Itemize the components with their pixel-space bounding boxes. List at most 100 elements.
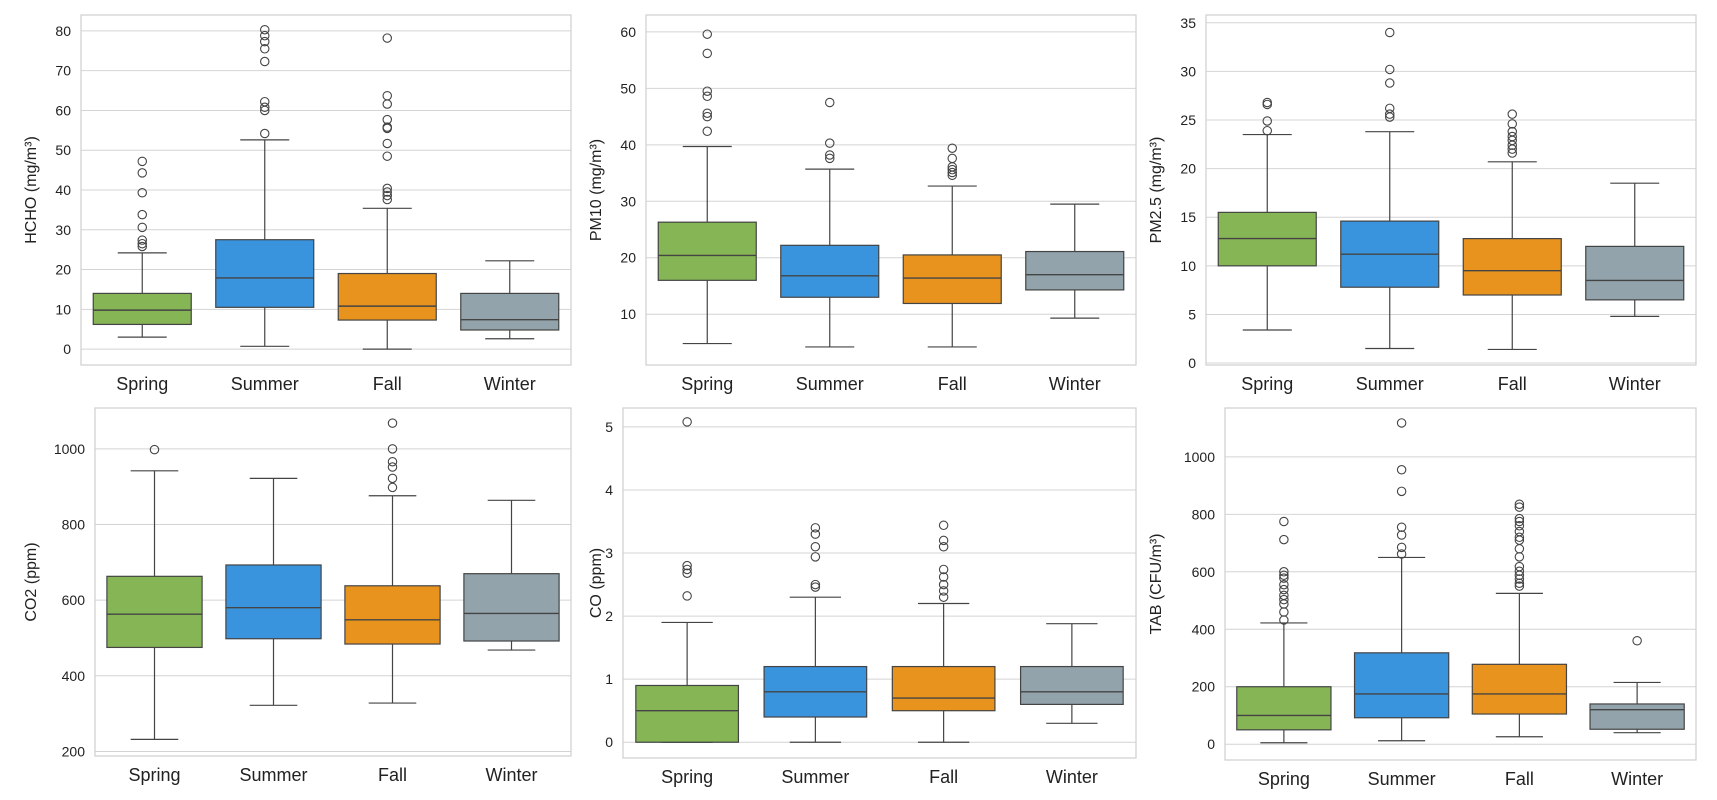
y-axis-label: PM2.5 (mg/m³) [1148, 137, 1165, 244]
y-tick-label: 70 [55, 63, 71, 79]
y-tick-label: 2 [605, 608, 613, 624]
outlier-point [382, 90, 392, 101]
outlier-point [1385, 78, 1395, 88]
box-fall [891, 520, 996, 743]
outlier-point [1396, 418, 1407, 428]
outlier-point [1262, 99, 1273, 110]
box-fall [902, 143, 1002, 348]
iqr-box [92, 292, 192, 326]
iqr-box [1025, 250, 1125, 291]
outlier-point [810, 552, 821, 562]
y-tick-label: 50 [55, 142, 71, 158]
outlier-point [387, 418, 398, 428]
iqr-box [1471, 663, 1568, 715]
x-category-label: Fall [378, 765, 407, 785]
y-tick-label: 60 [620, 24, 636, 40]
x-category-label: Spring [116, 374, 168, 394]
y-tick-label: 5 [1188, 306, 1196, 322]
outlier-point [810, 529, 821, 539]
x-category-label: Summer [781, 767, 849, 787]
outlier-point [1279, 570, 1289, 580]
outlier-point [1514, 552, 1525, 562]
box-fall [337, 33, 437, 350]
outlier-point [1507, 148, 1518, 158]
iqr-box [215, 239, 315, 308]
outlier-point [938, 535, 949, 546]
outlier-point [1385, 64, 1395, 75]
outlier-point [382, 190, 392, 201]
y-tick-label: 400 [62, 668, 86, 684]
outlier-point [1385, 103, 1395, 114]
outlier-point [938, 572, 949, 582]
outlier-point [1279, 590, 1289, 601]
y-tick-label: 200 [62, 743, 86, 759]
box-spring [657, 29, 757, 345]
iqr-box [1462, 238, 1562, 296]
x-category-label: Spring [1241, 374, 1293, 394]
outlier-point [1396, 522, 1407, 532]
x-category-label: Winter [1611, 769, 1663, 789]
outlier-point [382, 33, 392, 43]
x-category-label: Spring [661, 767, 713, 787]
outlier-point [810, 541, 821, 552]
outlier-point [387, 444, 398, 454]
y-tick-label: 30 [1180, 63, 1196, 79]
y-axis-label: HCHO (mg/m³) [23, 136, 40, 244]
outlier-point [1279, 516, 1289, 527]
outlier-point [382, 151, 392, 161]
x-category-label: Winter [1046, 767, 1098, 787]
outlier-point [1514, 561, 1525, 572]
box-spring [92, 156, 192, 338]
y-tick-label: 0 [1207, 736, 1215, 752]
outlier-point [1514, 544, 1525, 554]
outlier-point [1514, 532, 1525, 543]
outlier-point [938, 586, 949, 596]
box-summer [215, 24, 315, 347]
outlier-point [1279, 534, 1289, 545]
outlier-point [382, 183, 392, 194]
outlier-point [382, 194, 392, 205]
box-spring [106, 444, 203, 740]
y-tick-label: 20 [1180, 161, 1196, 177]
box-winter [1025, 203, 1125, 319]
outlier-point [1279, 573, 1289, 583]
x-category-label: Spring [1258, 769, 1310, 789]
outlier-point [938, 564, 949, 575]
outlier-point [1262, 97, 1273, 108]
outlier-point [259, 30, 270, 41]
y-tick-label: 1 [605, 671, 613, 687]
outlier-point [702, 126, 712, 137]
y-tick-label: 40 [55, 182, 71, 198]
y-tick-label: 600 [1192, 564, 1216, 580]
y-tick-label: 25 [1180, 112, 1196, 128]
outlier-point [137, 209, 148, 220]
outlier-point [1262, 125, 1273, 136]
outlier-point [1396, 530, 1407, 540]
x-category-label: Spring [681, 374, 733, 394]
outlier-point [1279, 584, 1289, 595]
box-summer [1340, 27, 1440, 350]
iqr-box [106, 575, 203, 649]
plot-frame [622, 407, 1137, 759]
x-category-label: Spring [128, 765, 180, 785]
box-fall [344, 418, 441, 704]
outlier-point [1279, 567, 1289, 577]
outlier-point [137, 156, 148, 167]
box-fall [1471, 499, 1568, 738]
outlier-point [137, 168, 148, 178]
outlier-point [1385, 109, 1395, 119]
x-category-label: Fall [1498, 374, 1527, 394]
box-fall [1462, 109, 1562, 351]
outlier-point [702, 91, 712, 102]
panel-5: 0 1 2 3 4 5 CO (ppm) Spring Summer Fall Winter [588, 407, 1137, 787]
outlier-point [259, 44, 270, 54]
panel-2: 10 20 30 40 50 60 PM10 (mg/m³) Spring Summer Fall… [588, 14, 1137, 394]
outlier-point [702, 111, 712, 122]
y-axis-label: CO2 (ppm) [23, 542, 40, 621]
iqr-box [463, 573, 560, 642]
outlier-point [1514, 521, 1525, 531]
outlier-point [824, 153, 835, 164]
iqr-box [337, 272, 437, 321]
outlier-point [702, 86, 712, 96]
